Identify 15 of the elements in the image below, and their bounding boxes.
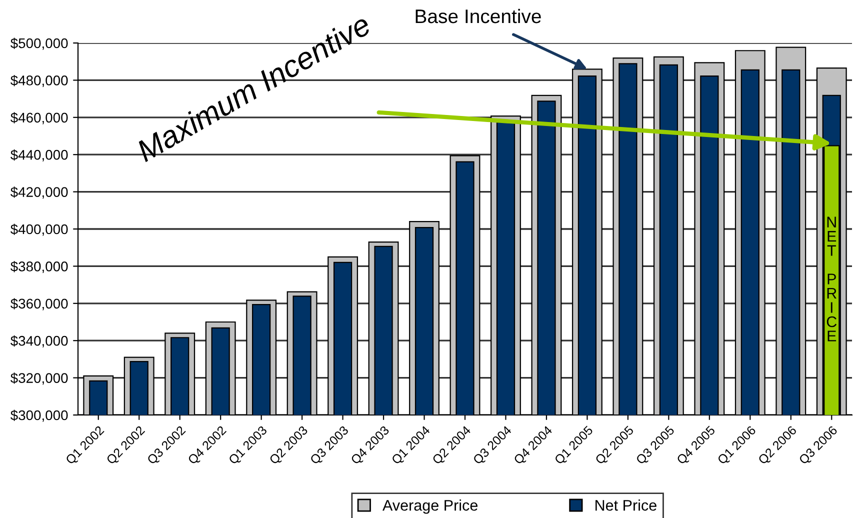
y-tick-label: $340,000 (10, 335, 68, 348)
y-tick-label: $380,000 (10, 260, 68, 274)
y-tick-label: $360,000 (10, 298, 68, 310)
y-tick-label: $420,000 (10, 186, 68, 199)
y-tick-label: $480,000 (10, 74, 68, 88)
y-tick-label: $320,000 (10, 372, 68, 385)
annotation: Base Incentive (416, 8, 541, 24)
series-label: NET PRICE (826, 216, 837, 342)
y-tick-label: $300,000 (10, 410, 68, 422)
legend-label: Net Price (596, 500, 656, 511)
y-tick-label: $400,000 (10, 224, 68, 236)
y-tick-label: $500,000 (10, 38, 68, 50)
y-tick-label: $440,000 (10, 149, 68, 162)
legend-label: Average Price (382, 500, 478, 514)
y-tick-label: $460,000 (10, 112, 68, 124)
